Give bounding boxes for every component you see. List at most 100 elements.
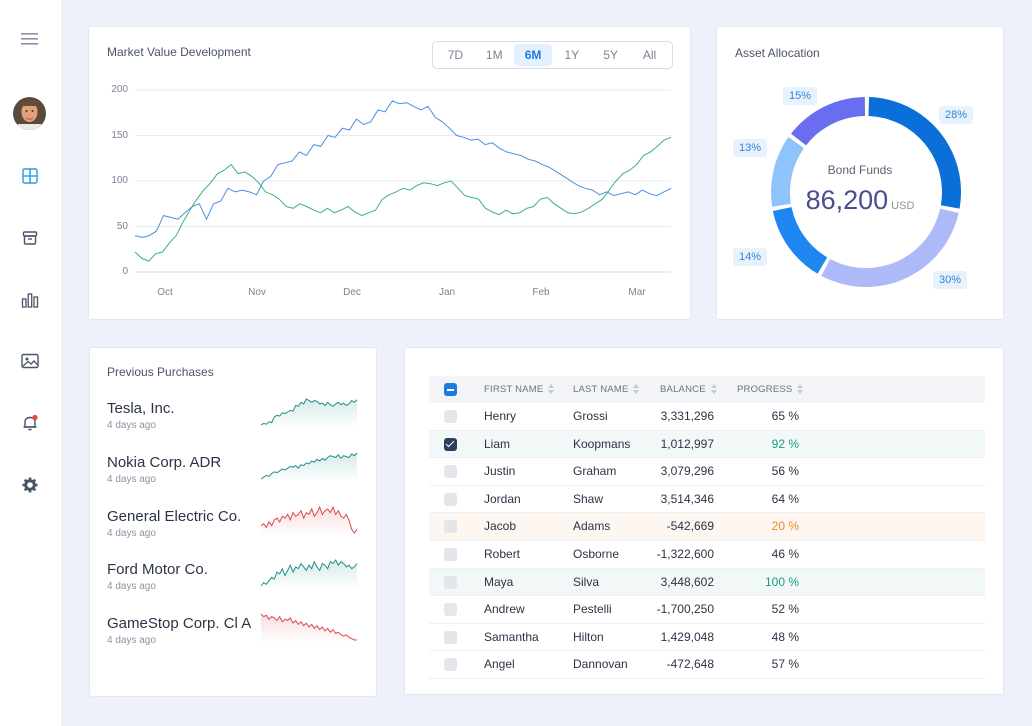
donut-center-label: Bond Funds (827, 163, 893, 177)
allocation-percent-badge: 28% (939, 106, 974, 124)
row-checkbox[interactable] (444, 575, 457, 589)
row-checkbox[interactable] (444, 630, 457, 644)
purchase-name: GameStop Corp. Cl A (107, 615, 252, 633)
cell-progress: 48 % (771, 629, 799, 644)
bar-chart-icon[interactable] (18, 288, 42, 312)
cell-progress: 92 % (771, 436, 799, 451)
cell-last-name: Graham (573, 464, 617, 479)
table-row[interactable]: Angel Dannovan -472,648 57 % (429, 651, 985, 679)
cell-balance: 1,429,048 (660, 629, 714, 644)
allocation-percent-badge: 13% (733, 139, 768, 157)
header-progress[interactable]: PROGRESS (737, 376, 804, 403)
cell-balance: -1,322,600 (656, 547, 714, 561)
x-tick-label: Mar (628, 287, 646, 298)
row-checkbox[interactable] (444, 603, 457, 617)
range-6m-button[interactable]: 6M (513, 44, 553, 66)
table-header: FIRST NAME LAST NAME BALANCE PROGRESS (429, 376, 985, 403)
cell-first-name: Justin (484, 464, 516, 479)
table-row[interactable]: Andrew Pestelli -1,700,250 52 % (429, 596, 985, 624)
header-balance[interactable]: BALANCE (660, 376, 717, 403)
cell-first-name: Andrew (484, 602, 525, 617)
asset-allocation-title: Asset Allocation (735, 46, 820, 60)
range-all-button[interactable]: All (642, 48, 657, 62)
cell-last-name: Adams (573, 519, 611, 534)
cell-balance: -1,700,250 (656, 602, 714, 617)
previous-purchases-title: Previous Purchases (107, 365, 214, 379)
range-1m-button[interactable]: 1M (485, 48, 503, 62)
sparkline (260, 559, 358, 590)
table-row[interactable]: Maya Silva 3,448,602 100 % (429, 568, 985, 597)
row-checkbox[interactable] (444, 492, 457, 506)
time-range-selector: 7D 1M 6M 1Y 5Y All (432, 41, 673, 69)
dashboard-grid-icon[interactable] (18, 164, 42, 188)
table-row[interactable]: Justin Graham 3,079,296 56 % (429, 458, 985, 486)
y-tick-label: 50 (116, 220, 128, 232)
row-checkbox[interactable] (444, 548, 457, 561)
header-first-name[interactable]: FIRST NAME (484, 376, 555, 403)
row-checkbox[interactable] (444, 437, 457, 451)
allocation-percent-badge: 30% (933, 271, 968, 289)
cell-balance: -472,648 (666, 657, 714, 672)
row-checkbox[interactable] (444, 410, 457, 423)
sparkline (260, 613, 357, 644)
y-tick-label: 150 (111, 129, 128, 141)
range-5y-button[interactable]: 5Y (603, 48, 619, 62)
image-icon[interactable] (18, 349, 42, 373)
purchase-time: 4 days ago (107, 635, 156, 647)
cell-progress: 65 % (771, 409, 799, 423)
row-checkbox[interactable] (444, 520, 457, 534)
cell-last-name: Silva (573, 574, 600, 589)
sort-icon (797, 384, 804, 395)
market-value-title: Market Value Development (107, 45, 251, 59)
table-row[interactable]: Liam Koopmans 1,012,997 92 % (429, 430, 985, 459)
purchase-item[interactable]: Nokia Corp. ADR 4 days ago (107, 452, 367, 494)
x-tick-label: Jan (438, 287, 456, 298)
cell-balance: 3,514,346 (660, 491, 714, 506)
range-7d-button[interactable]: 7D (447, 48, 464, 62)
cell-progress: 52 % (771, 602, 799, 617)
header-last-name-label: LAST NAME (573, 384, 629, 395)
cell-progress: 46 % (771, 547, 799, 561)
sort-icon (548, 384, 555, 395)
sparkline (260, 398, 358, 428)
menu-icon[interactable] (18, 27, 42, 51)
avatar[interactable] (13, 97, 46, 130)
cell-first-name: Henry (484, 409, 517, 423)
row-checkbox[interactable] (444, 658, 457, 672)
table-row[interactable]: Samantha Hilton 1,429,048 48 % (429, 624, 985, 652)
table-row[interactable]: Jacob Adams -542,669 20 % (429, 513, 985, 541)
table-row[interactable]: Jordan Shaw 3,514,346 64 % (429, 486, 985, 514)
cell-progress: 100 % (764, 574, 799, 589)
cell-last-name: Hilton (573, 629, 604, 644)
purchase-time: 4 days ago (107, 473, 156, 485)
purchase-item[interactable]: General Electric Co. 4 days ago (107, 505, 367, 548)
allocation-percent-badge: 14% (733, 248, 768, 266)
header-last-name[interactable]: LAST NAME (573, 376, 640, 403)
header-progress-label: PROGRESS (737, 384, 793, 395)
purchase-name: Nokia Corp. ADR (107, 453, 222, 471)
cell-balance: -542,669 (666, 519, 714, 534)
select-all-checkbox[interactable] (444, 383, 457, 396)
cell-progress: 64 % (771, 491, 799, 506)
purchase-item[interactable]: Tesla, Inc. 4 days ago (107, 398, 367, 440)
cell-last-name: Grossi (573, 409, 608, 423)
x-tick-label: Nov (248, 287, 266, 298)
table-row[interactable]: Robert Osborne -1,322,600 46 % (429, 541, 985, 569)
header-first-name-label: FIRST NAME (484, 384, 544, 395)
row-checkbox[interactable] (444, 465, 457, 479)
cell-progress: 20 % (771, 519, 799, 534)
cell-first-name: Jacob (484, 519, 517, 534)
archive-box-icon[interactable] (18, 226, 42, 250)
y-tick-label: 0 (122, 266, 128, 277)
gear-icon[interactable] (18, 473, 42, 497)
purchase-item[interactable]: Ford Motor Co. 4 days ago (107, 559, 367, 601)
purchase-item[interactable]: GameStop Corp. Cl A 4 days ago (107, 613, 367, 655)
cell-progress: 57 % (771, 657, 799, 672)
y-tick-label: 200 (111, 84, 128, 95)
bell-icon[interactable] (18, 411, 42, 435)
sidebar (0, 0, 61, 726)
sparkline (260, 452, 358, 482)
table-row[interactable]: Henry Grossi 3,331,296 65 % (429, 403, 985, 431)
range-1y-button[interactable]: 1Y (564, 48, 580, 62)
cell-progress: 56 % (771, 464, 799, 479)
